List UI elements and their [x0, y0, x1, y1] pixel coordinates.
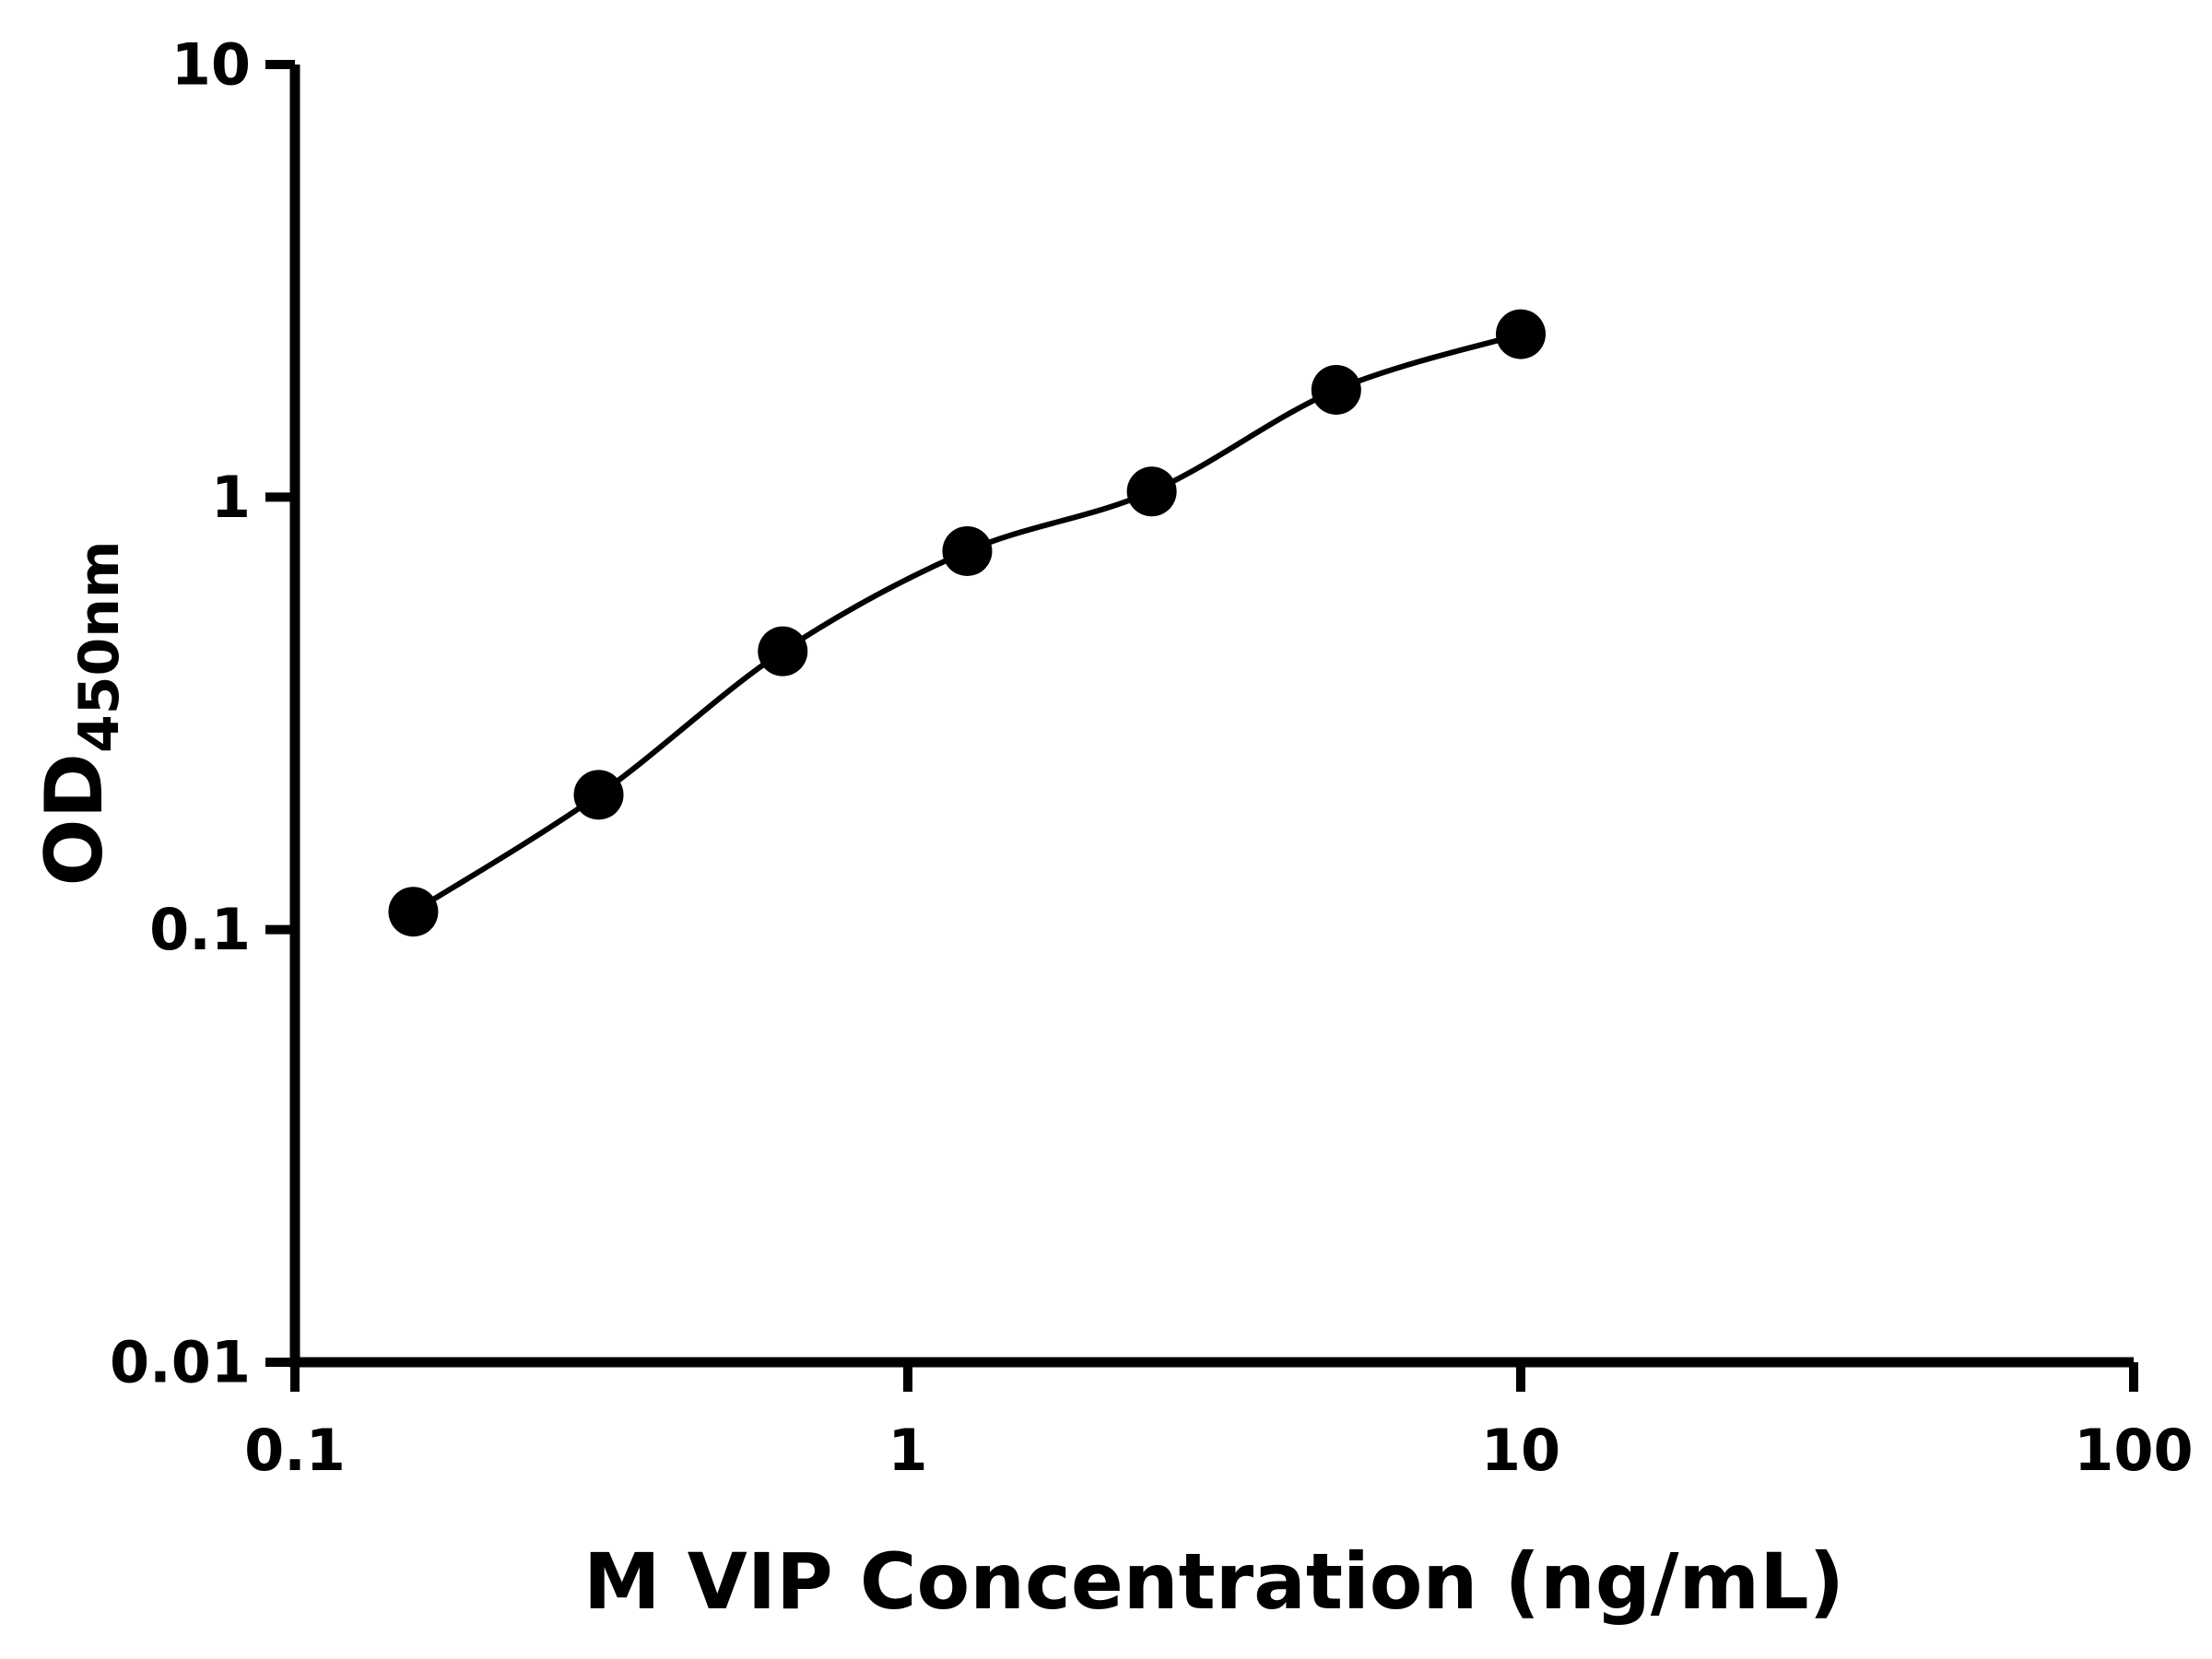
y-axis-title-main: OD	[29, 753, 121, 887]
data-point	[942, 525, 993, 576]
data-point	[1126, 466, 1177, 517]
data-point	[1496, 309, 1546, 359]
x-tick-label: 0.1	[244, 1417, 346, 1484]
data-point	[758, 626, 808, 677]
x-tick-label: 1	[888, 1417, 927, 1484]
data-point	[1311, 364, 1361, 415]
axes-lines	[289, 65, 2134, 1368]
curve-line	[411, 331, 1522, 914]
y-tick-label: 0.1	[149, 896, 251, 963]
y-tick-label: 10	[171, 31, 251, 99]
x-tick-label: 10	[1481, 1417, 1560, 1484]
y-axis-title-subscript: 450nm	[67, 541, 132, 753]
data-point	[388, 887, 439, 937]
y-tick-label: 0.01	[110, 1329, 251, 1396]
x-axis-title: M VIP Concentration (ng/mL)	[583, 1536, 1844, 1627]
plot-area: 0.1 1 10 100 0.01 0.1 1 10	[110, 31, 2194, 1485]
x-tick-label: 100	[2074, 1417, 2193, 1484]
data-point	[573, 770, 624, 820]
y-axis-title: OD450nm	[29, 541, 132, 887]
y-tick-label: 1	[211, 464, 251, 531]
